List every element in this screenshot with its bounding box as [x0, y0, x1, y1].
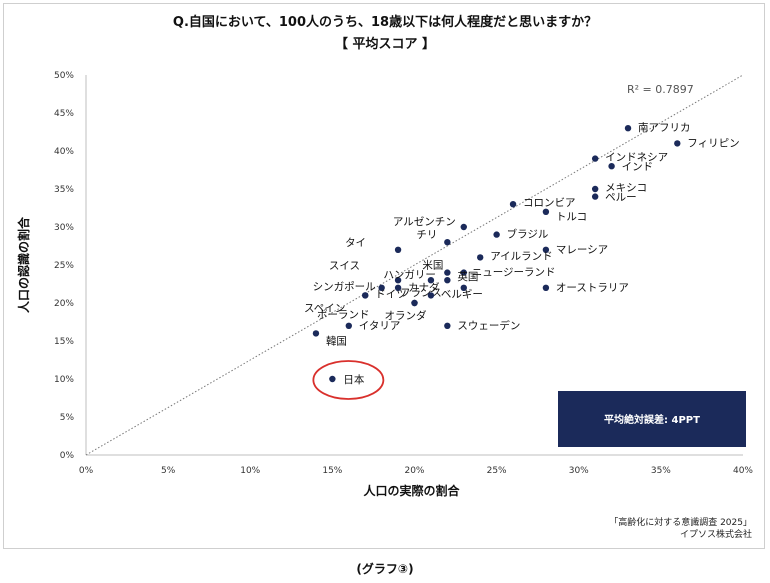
point-label: タイ [345, 237, 366, 249]
data-point [591, 155, 599, 162]
data-point [460, 284, 467, 291]
chart-title: Q.自国において、100人のうち、18歳以下は何人程度だと思いますか？ [172, 15, 598, 30]
y-tick-label: 30% [54, 223, 74, 233]
point-label: ドイツ [375, 288, 407, 300]
point-label: 南アフリカ [638, 121, 691, 134]
x-tick-label: 10% [240, 466, 260, 476]
point-label: イタリア [359, 320, 401, 332]
y-tick-label: 35% [54, 185, 74, 195]
chart-frame [3, 3, 765, 549]
y-tick-label: 5% [60, 413, 75, 423]
data-point [674, 140, 681, 147]
data-point [362, 292, 369, 299]
point-label: オランダ [385, 309, 427, 322]
y-tick-label: 25% [54, 261, 74, 271]
point-label: カナダ [408, 281, 440, 294]
data-point [591, 193, 599, 200]
data-point [542, 284, 550, 291]
y-tick-label: 10% [54, 375, 74, 385]
y-tick-label: 0% [60, 451, 75, 461]
source-line-1: 「高齢化に対する意識調査 2025」 [609, 518, 752, 528]
point-label: ペルー [605, 192, 637, 204]
x-tick-label: 40% [733, 466, 753, 476]
point-label: スイス [329, 260, 360, 272]
point-label: 韓国 [326, 335, 347, 347]
y-tick-label: 40% [54, 147, 74, 157]
figure-caption: (グラフ③) [356, 562, 414, 576]
point-label: シンガポール [313, 281, 376, 293]
data-point [477, 254, 484, 261]
data-point [329, 375, 336, 383]
annotations: R² = 0.7897 平均絶対誤差: 4PPT [312, 83, 746, 447]
x-tick-label: 30% [569, 466, 589, 476]
y-tick-label: 15% [54, 337, 74, 347]
point-label: チリ [416, 229, 437, 241]
y-axis-title: 人口の認識の割合 [16, 216, 31, 313]
point-label: スペイン [304, 302, 345, 314]
data-point [378, 284, 385, 291]
data-point [444, 269, 451, 276]
data-point [460, 269, 467, 276]
x-tick-label: 15% [322, 466, 342, 476]
y-tick-label: 50% [54, 71, 74, 81]
x-tick-label: 0% [79, 466, 94, 476]
point-label: ニュージーランド [472, 267, 556, 279]
point-label: アイルランド [490, 250, 552, 262]
data-point [345, 322, 352, 329]
data-point [624, 125, 632, 132]
point-label: ベルギー [441, 288, 483, 300]
point-label: アルゼンチン [393, 216, 456, 228]
trend-line-group [85, 74, 744, 456]
point-label: マレーシア [556, 244, 608, 256]
point-label: トルコ [556, 211, 587, 223]
point-label: オーストラリア [556, 282, 629, 294]
point-label: 米国 [422, 259, 443, 272]
point-label: インド [622, 161, 654, 173]
data-point [312, 330, 320, 337]
mae-box-label: 平均絶対誤差: 4PPT [604, 413, 700, 426]
mae-box [558, 391, 746, 447]
data-point [427, 292, 435, 299]
point-label: コロンビア [523, 197, 576, 209]
highlight-circle [312, 360, 385, 400]
axes: 0% 5% 10% 15% 20% 25% 30% 35% 40% 45% 50% 0% 5% 10% 15… [16, 71, 753, 498]
source-line-2: イプソス株式会社 [679, 530, 752, 540]
data-point [394, 246, 402, 253]
y-tick-label: 45% [54, 109, 74, 119]
data-point [394, 284, 402, 291]
r-squared-label: R² = 0.7897 [627, 83, 694, 96]
point-label: メキシコ [605, 182, 647, 194]
data-point [509, 201, 517, 208]
data-point [493, 231, 500, 238]
data-point [444, 322, 451, 329]
point-label: ポーランド [317, 309, 370, 321]
data-point [460, 223, 467, 231]
trend-line [85, 74, 744, 456]
y-tick-label: 20% [54, 299, 74, 309]
chart-subtitle: 【 平均スコア 】 [334, 37, 436, 52]
data-point [542, 208, 550, 215]
point-label: 日本 [343, 373, 364, 386]
x-tick-label: 5% [161, 466, 176, 476]
data-point [444, 239, 451, 246]
data-point [444, 277, 451, 284]
point-label: ブラジル [507, 228, 549, 241]
data-point [591, 185, 599, 193]
point-label: インドネシア [605, 152, 668, 164]
data-point [608, 163, 615, 170]
x-tick-label: 25% [487, 466, 507, 476]
x-tick-label: 35% [651, 466, 671, 476]
point-label: 英国 [457, 270, 478, 283]
x-axis-title: 人口の実際の割合 [363, 483, 460, 498]
data-point [394, 277, 402, 284]
point-label: ハンガリー [383, 269, 436, 281]
point-label: フィリピン [687, 137, 739, 149]
x-tick-label: 20% [404, 466, 424, 476]
data-point [542, 246, 550, 253]
data-point [427, 277, 435, 284]
point-label: スウェーデン [457, 319, 520, 332]
data-point [411, 299, 418, 307]
